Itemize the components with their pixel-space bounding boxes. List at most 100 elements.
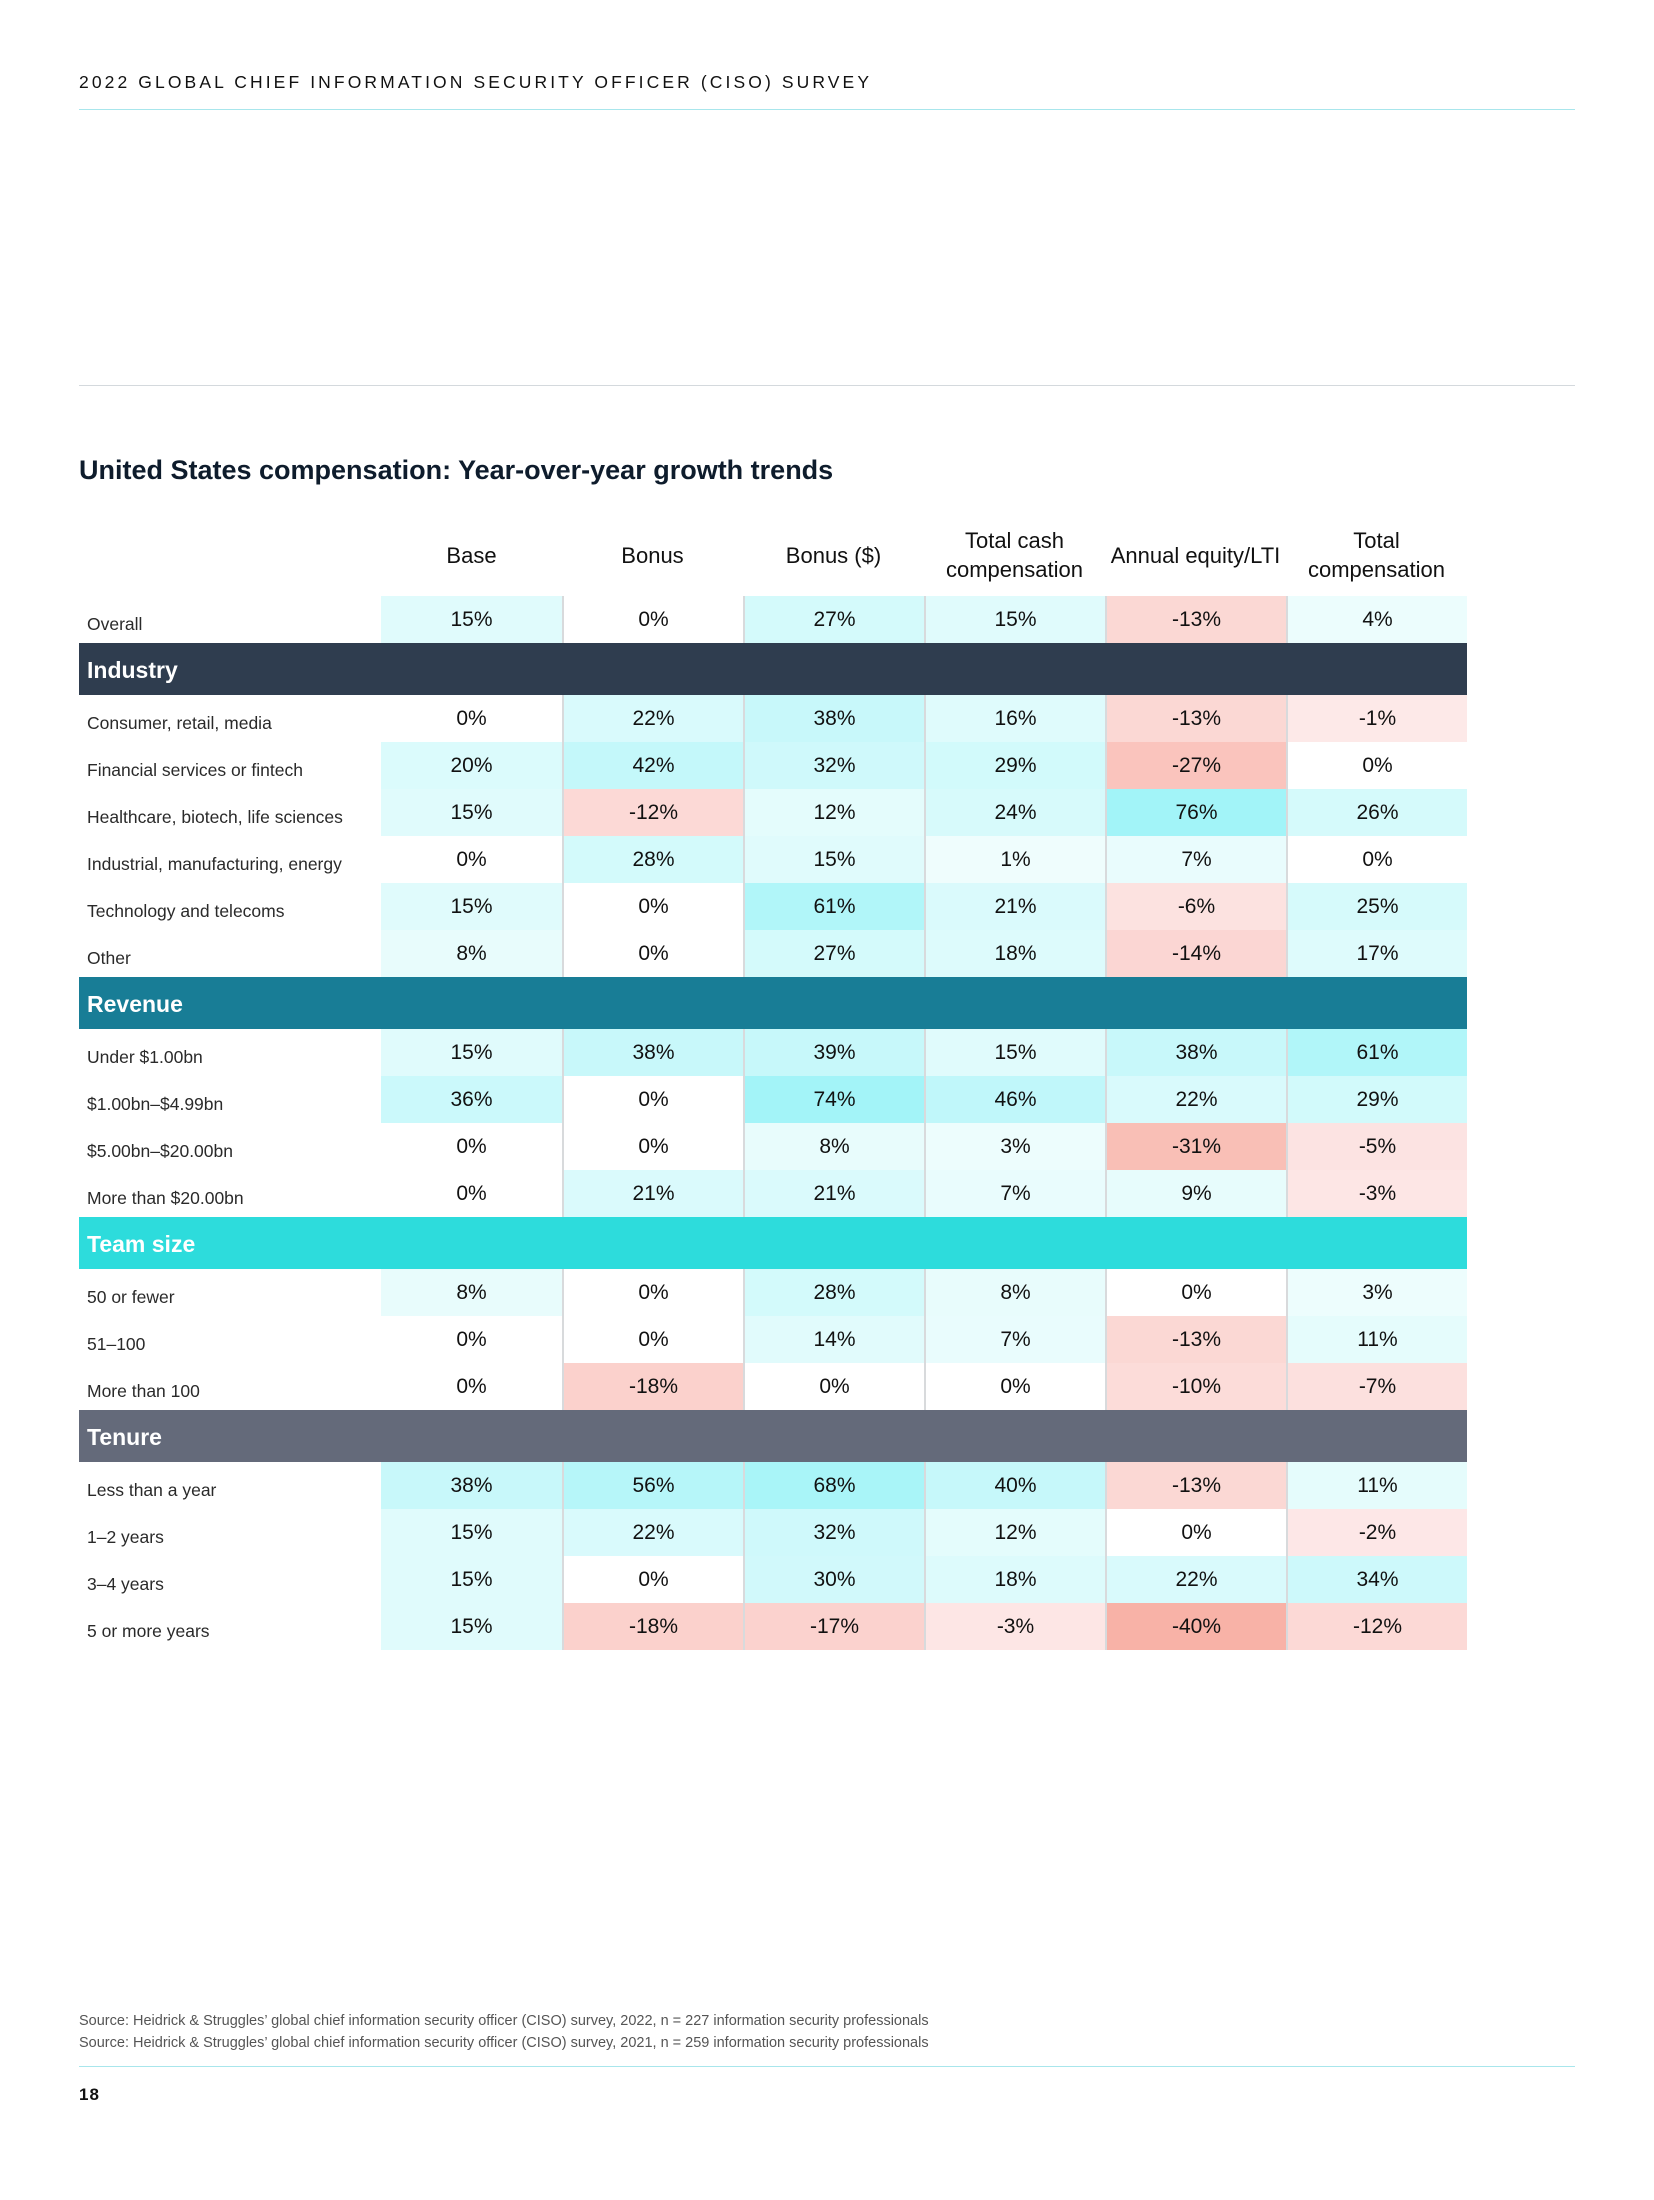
header-rule <box>79 109 1575 110</box>
cell-bonus-dollars: 68% <box>743 1462 924 1509</box>
cell-base: 0% <box>381 1316 562 1363</box>
table-row: 50 or fewer 8% 0% 28% 8% 0% 3% <box>79 1269 1467 1316</box>
cell-bonus: 0% <box>562 1269 743 1316</box>
row-label: Less than a year <box>87 1480 217 1500</box>
cell-base: 15% <box>381 1556 562 1603</box>
report-header-title: 2022 GLOBAL CHIEF INFORMATION SECURITY O… <box>79 72 873 92</box>
table-row: More than 100 0% -18% 0% 0% -10% -7% <box>79 1363 1467 1410</box>
cell-base: 15% <box>381 789 562 836</box>
section-header-revenue: Revenue <box>79 977 1467 1029</box>
cell-bonus-dollars: 15% <box>743 836 924 883</box>
cell-total-cash: 16% <box>924 695 1105 742</box>
cell-equity-lti: -31% <box>1105 1123 1286 1170</box>
cell-equity-lti: -6% <box>1105 883 1286 930</box>
cell-total-comp: 17% <box>1286 930 1467 977</box>
table-title: United States compensation: Year-over-ye… <box>79 455 834 485</box>
column-header-base: Base <box>446 542 497 568</box>
section-divider <box>79 385 1575 386</box>
cell-total-cash: 12% <box>924 1509 1105 1556</box>
cell-equity-lti: 38% <box>1105 1029 1286 1076</box>
cell-equity-lti: 22% <box>1105 1556 1286 1603</box>
cell-bonus: -12% <box>562 789 743 836</box>
table-row: Technology and telecoms 15% 0% 61% 21% -6% 25% <box>79 883 1467 930</box>
cell-bonus-dollars: 38% <box>743 695 924 742</box>
cell-equity-lti: 76% <box>1105 789 1286 836</box>
cell-equity-lti: -13% <box>1105 596 1286 643</box>
cell-total-comp: 29% <box>1286 1076 1467 1123</box>
row-label: Under $1.00bn <box>87 1047 203 1067</box>
cell-base: 36% <box>381 1076 562 1123</box>
row-label: Financial services or fintech <box>87 760 303 780</box>
cell-bonus-dollars: 30% <box>743 1556 924 1603</box>
row-label: 51–100 <box>87 1334 146 1354</box>
cell-bonus: 0% <box>562 596 743 643</box>
row-label: Other <box>87 948 131 968</box>
cell-total-cash: 1% <box>924 836 1105 883</box>
cell-bonus: 22% <box>562 1509 743 1556</box>
cell-bonus: 28% <box>562 836 743 883</box>
cell-bonus-dollars: 74% <box>743 1076 924 1123</box>
cell-total-cash: 18% <box>924 1556 1105 1603</box>
cell-bonus: 0% <box>562 930 743 977</box>
cell-base: 0% <box>381 695 562 742</box>
footer-rule <box>79 2066 1575 2067</box>
table-row: 1–2 years 15% 22% 32% 12% 0% -2% <box>79 1509 1467 1556</box>
cell-bonus-dollars: 28% <box>743 1269 924 1316</box>
row-label: $1.00bn–$4.99bn <box>87 1094 224 1114</box>
cell-total-cash: 21% <box>924 883 1105 930</box>
cell-equity-lti: 0% <box>1105 1269 1286 1316</box>
cell-base: 38% <box>381 1462 562 1509</box>
cell-bonus-dollars: 12% <box>743 789 924 836</box>
cell-bonus: 0% <box>562 1556 743 1603</box>
cell-bonus: 22% <box>562 695 743 742</box>
cell-total-comp: 4% <box>1286 596 1467 643</box>
cell-bonus: -18% <box>562 1363 743 1410</box>
page-number: 18 <box>79 2085 100 2104</box>
section-header-team-size: Team size <box>79 1217 1467 1269</box>
row-label: More than $20.00bn <box>87 1188 244 1208</box>
cell-bonus: 38% <box>562 1029 743 1076</box>
cell-total-comp: 0% <box>1286 742 1467 789</box>
cell-total-comp: -1% <box>1286 695 1467 742</box>
cell-base: 15% <box>381 1509 562 1556</box>
cell-total-cash: 24% <box>924 789 1105 836</box>
row-label: Consumer, retail, media <box>87 713 272 733</box>
section-header-label: Industry <box>87 657 178 683</box>
cell-bonus-dollars: 14% <box>743 1316 924 1363</box>
cell-total-comp: 0% <box>1286 836 1467 883</box>
cell-total-cash: 15% <box>924 596 1105 643</box>
cell-equity-lti: -13% <box>1105 1316 1286 1363</box>
cell-base: 15% <box>381 883 562 930</box>
cell-equity-lti: -13% <box>1105 1462 1286 1509</box>
cell-equity-lti: -27% <box>1105 742 1286 789</box>
cell-total-comp: 11% <box>1286 1316 1467 1363</box>
cell-base: 15% <box>381 596 562 643</box>
cell-bonus: -18% <box>562 1603 743 1650</box>
cell-total-comp: -7% <box>1286 1363 1467 1410</box>
cell-total-comp: 11% <box>1286 1462 1467 1509</box>
cell-base: 20% <box>381 742 562 789</box>
column-header-bonus: Bonus <box>621 542 684 568</box>
cell-bonus: 0% <box>562 883 743 930</box>
cell-total-comp: -2% <box>1286 1509 1467 1556</box>
section-header-tenure: Tenure <box>79 1410 1467 1462</box>
cell-base: 8% <box>381 930 562 977</box>
cell-equity-lti: -14% <box>1105 930 1286 977</box>
cell-total-comp: -5% <box>1286 1123 1467 1170</box>
cell-total-comp: -12% <box>1286 1603 1467 1650</box>
row-label: Industrial, manufacturing, energy <box>87 854 342 874</box>
source-note-2022: Source: Heidrick & Struggles’ global chi… <box>79 2013 929 2029</box>
cell-bonus: 56% <box>562 1462 743 1509</box>
cell-total-cash: 7% <box>924 1316 1105 1363</box>
row-label: Technology and telecoms <box>87 901 285 921</box>
row-label: Overall <box>87 614 143 634</box>
row-label: 3–4 years <box>87 1574 164 1594</box>
cell-bonus-dollars: 8% <box>743 1123 924 1170</box>
cell-bonus-dollars: 39% <box>743 1029 924 1076</box>
table-row: Industrial, manufacturing, energy 0% 28% 15… <box>79 836 1467 883</box>
cell-total-cash: 18% <box>924 930 1105 977</box>
cell-bonus-dollars: 27% <box>743 596 924 643</box>
table-row: $5.00bn–$20.00bn 0% 0% 8% 3% -31% -5% <box>79 1123 1467 1170</box>
row-label: $5.00bn–$20.00bn <box>87 1141 233 1161</box>
cell-base: 0% <box>381 1363 562 1410</box>
